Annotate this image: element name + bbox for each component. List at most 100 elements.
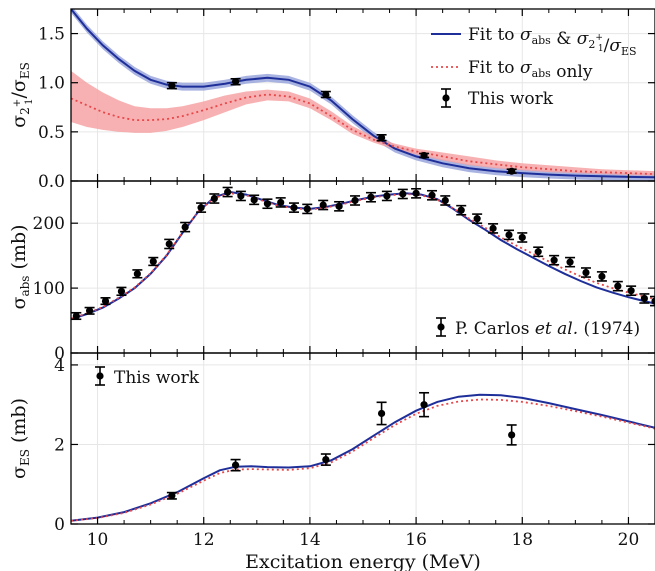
line-fit-abs-only (71, 93, 655, 175)
data-point (197, 204, 205, 212)
data-point (303, 205, 311, 213)
data-point (181, 223, 189, 231)
data-point (377, 134, 386, 142)
line-fit-combined (71, 393, 655, 522)
legend-label-this-work-es: This work (114, 368, 200, 388)
data-point (420, 401, 428, 409)
data-point (534, 248, 542, 256)
data-point (377, 409, 386, 418)
y-tick-label: 200 (33, 214, 65, 234)
data-point (231, 78, 240, 86)
line-fit-combined (71, 9, 655, 179)
data-point (508, 431, 516, 439)
legend-label-fit-abs-only: Fit to σabs only (468, 58, 593, 82)
data-point (640, 294, 648, 303)
data-point (518, 233, 526, 242)
data-point (473, 215, 481, 223)
data-point (582, 268, 590, 277)
line-fit-abs-only (71, 192, 655, 320)
data-point (168, 82, 176, 90)
y-axis-title: σ2+1/σES (8, 62, 35, 128)
data-point (505, 231, 513, 239)
data-point (627, 287, 635, 295)
legend-label-carlos: P. Carlos et al. (1974) (455, 319, 640, 339)
data-point (598, 272, 606, 281)
y-tick-label: 0 (54, 515, 65, 535)
data-point (457, 206, 465, 214)
data-point (133, 270, 141, 278)
data-point (290, 204, 298, 212)
data-point (383, 192, 391, 200)
y-axis-title-ratio: σ2+1/σES (8, 62, 35, 128)
data-point (165, 240, 173, 248)
data-point (224, 188, 232, 196)
y-tick-label: 1.5 (38, 25, 65, 45)
band-fit-abs-only (71, 70, 655, 176)
data-point (322, 455, 330, 464)
data-point (508, 167, 516, 175)
data-point (149, 257, 157, 266)
data-point (322, 90, 330, 99)
data-point (231, 461, 240, 469)
legend-marker (96, 372, 104, 380)
y-axis-title: σES (mb) (8, 398, 32, 479)
y-axis-title-es: σES (mb) (8, 398, 32, 479)
x-tick-label: 16 (405, 530, 427, 550)
x-tick-label: 20 (618, 530, 640, 550)
legend-label-this-work: This work (468, 89, 554, 109)
y-tick-label: 0.0 (38, 172, 65, 192)
data-point (412, 189, 420, 197)
plot-area-ratio (71, 9, 655, 181)
data-point (277, 198, 285, 207)
y-tick-label: 0 (54, 344, 65, 364)
data-point (428, 191, 436, 199)
data-point (367, 193, 375, 201)
legend-label-fit-combined: Fit to σabs & σ2+ 1/σES (468, 25, 637, 58)
plot-area-abs (71, 181, 655, 353)
x-axis-title: Excitation energy (MeV) (245, 551, 481, 571)
data-point (566, 258, 574, 266)
line-fit-combined (71, 190, 655, 321)
y-tick-label: 0.5 (38, 123, 65, 143)
y-axis-title-abs: σabs (mb) (8, 224, 32, 309)
data-point (250, 196, 258, 204)
data-point (101, 297, 110, 305)
data-point (168, 492, 176, 500)
x-tick-label: 18 (511, 530, 533, 550)
legend-marker (437, 323, 445, 331)
legend-es: This work (95, 366, 200, 388)
x-tick-label: 14 (299, 530, 321, 550)
x-tick-label: 12 (193, 530, 215, 550)
data-point (651, 297, 655, 305)
data-point (614, 282, 622, 290)
data-point (351, 196, 359, 205)
y-tick-label: 1.0 (38, 74, 65, 94)
data-point (263, 200, 272, 208)
y-tick-label: 100 (33, 279, 65, 299)
legend-marker (442, 94, 450, 102)
data-point (489, 224, 497, 232)
data-point (420, 151, 428, 160)
panel-es: 0 2 4 σES (mb) (8, 352, 655, 535)
data-point (210, 194, 218, 203)
line-fit-abs-only (71, 398, 655, 522)
data-point (237, 192, 245, 200)
legend-abs: P. Carlos et al. (1974) (436, 317, 640, 339)
data-point (399, 190, 407, 198)
y-axis-title: σabs (mb) (8, 224, 32, 309)
data-point (335, 202, 343, 210)
data-point (319, 201, 327, 209)
y-tick-label: 4 (54, 356, 65, 376)
plot-area-es (71, 353, 655, 524)
data-point (550, 256, 558, 264)
data-point (441, 196, 449, 205)
data-point (117, 287, 126, 295)
panel-ratio: 0.0 0.5 1.0 1.5σ2+1/σES (8, 8, 655, 192)
x-tick-label: 10 (87, 530, 109, 550)
data-point (85, 307, 94, 315)
y-tick-label: 2 (54, 435, 65, 455)
data-point (72, 312, 80, 320)
